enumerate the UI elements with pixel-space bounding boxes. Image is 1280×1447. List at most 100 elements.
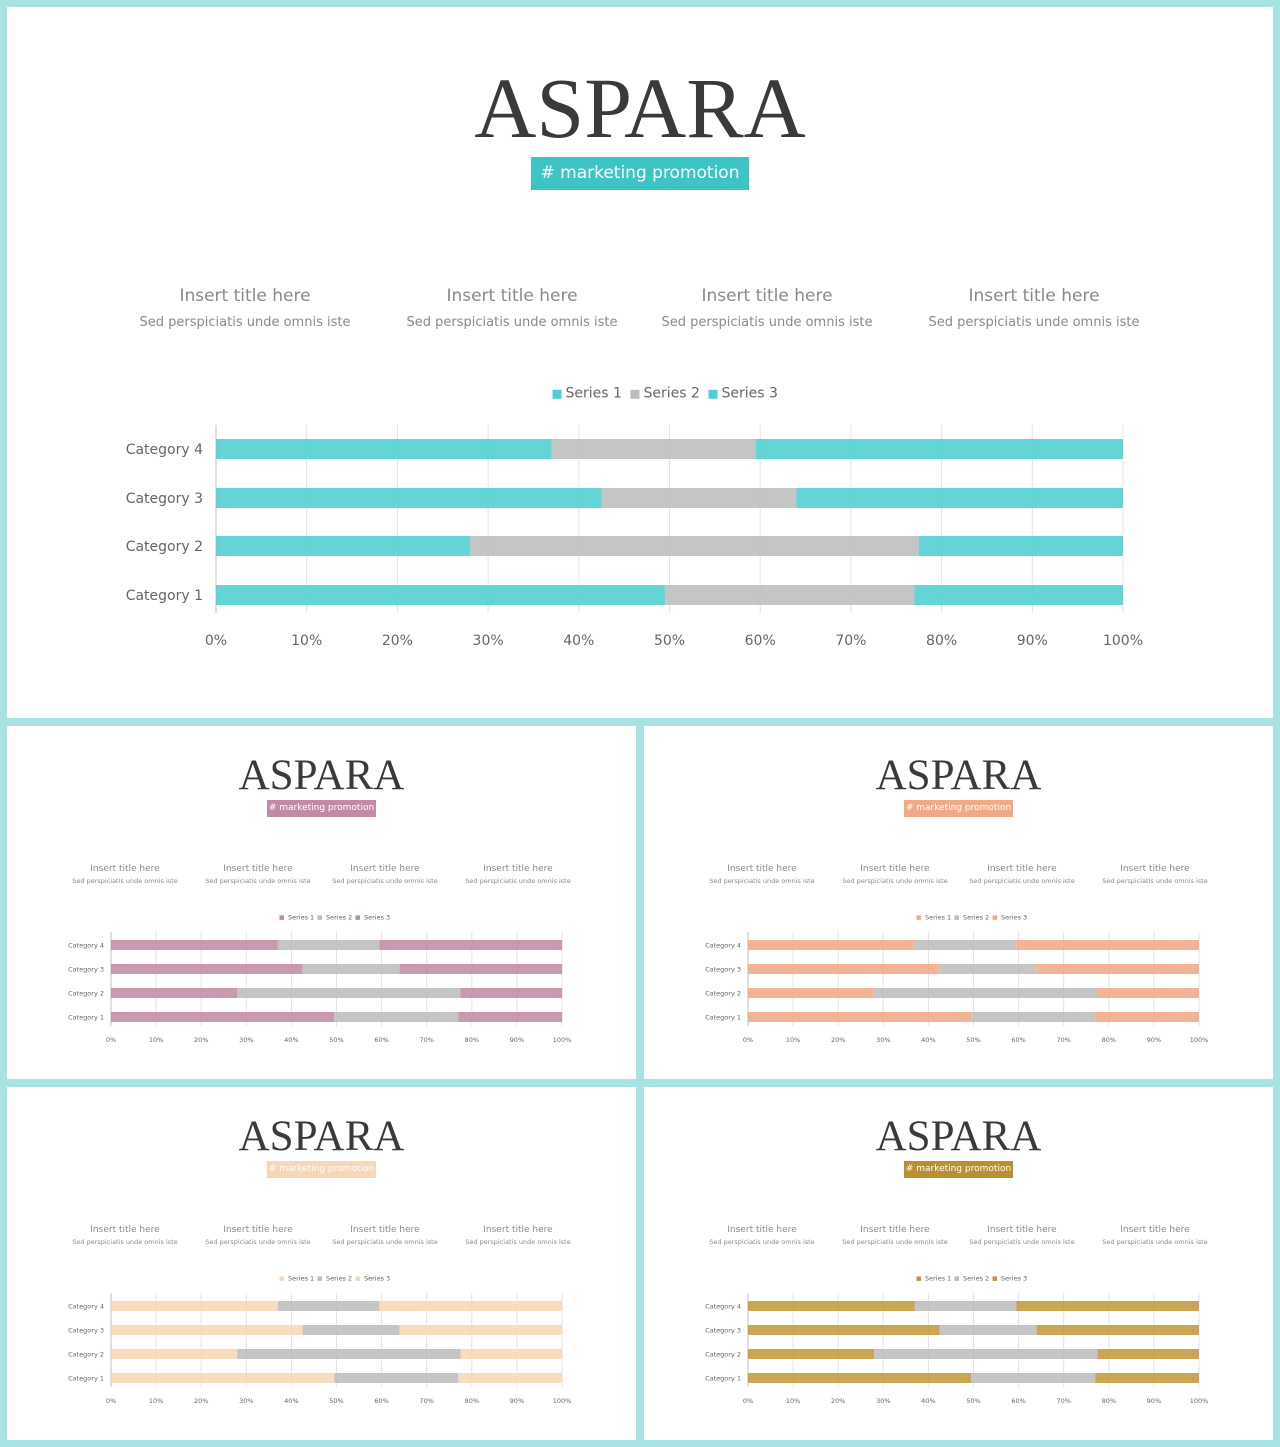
info-text: Sed perspiciatis unde omnis iste bbox=[72, 1238, 178, 1246]
info-title: Insert title here bbox=[350, 1225, 420, 1235]
info-text: Sed perspiciatis unde omnis iste bbox=[332, 1238, 438, 1246]
legend-label: Series 3 bbox=[1001, 1274, 1027, 1282]
bar-segment bbox=[748, 1349, 875, 1359]
category-label: Category 2 bbox=[126, 539, 203, 555]
bar-segment bbox=[399, 1325, 562, 1335]
bar-segment bbox=[237, 1349, 461, 1359]
x-tick-label: 20% bbox=[382, 633, 413, 649]
category-label: Category 2 bbox=[68, 989, 104, 997]
bar-segment bbox=[601, 488, 797, 508]
x-tick-label: 20% bbox=[831, 1397, 845, 1405]
info-block-4: Insert title here Sed perspiciatis unde … bbox=[456, 864, 580, 885]
legend-label: Series 3 bbox=[364, 1274, 390, 1282]
x-tick-label: 100% bbox=[1190, 1397, 1209, 1405]
brand-title: ASPARA bbox=[875, 1113, 1042, 1160]
bar-segment bbox=[334, 1373, 459, 1383]
info-title: Insert title here bbox=[90, 1225, 160, 1235]
info-text: Sed perspiciatis unde omnis iste bbox=[465, 877, 571, 885]
bar-segment bbox=[1016, 1301, 1199, 1311]
bar-segment bbox=[216, 585, 665, 605]
category-label: Category 1 bbox=[68, 1013, 104, 1021]
brand-title: ASPARA bbox=[875, 752, 1042, 799]
info-text: Sed perspiciatis unde omnis iste bbox=[842, 877, 948, 885]
legend-swatch bbox=[992, 915, 997, 920]
info-block-3: Insert title here Sed perspiciatis unde … bbox=[960, 1225, 1084, 1246]
x-tick-label: 60% bbox=[745, 633, 776, 649]
x-tick-label: 10% bbox=[149, 1036, 163, 1044]
info-title: Insert title here bbox=[701, 286, 833, 306]
x-tick-label: 100% bbox=[1190, 1036, 1209, 1044]
slide-main: ASPARA # marketing promotion Insert titl… bbox=[7, 7, 1273, 718]
category-label: Category 3 bbox=[705, 1326, 741, 1334]
x-tick-label: 100% bbox=[553, 1036, 572, 1044]
bar-segment bbox=[1036, 1325, 1199, 1335]
legend-label: Series 2 bbox=[644, 386, 700, 402]
info-title: Insert title here bbox=[727, 864, 797, 874]
stacked-bar-chart: 0% 10% 20% 30% 40% 50% 60% 70% 80% 90% 100% Categor… bbox=[126, 386, 1143, 649]
legend-swatch bbox=[317, 915, 322, 920]
x-tick-label: 70% bbox=[419, 1036, 433, 1044]
x-tick-label: 0% bbox=[743, 1397, 753, 1405]
info-text: Sed perspiciatis unde omnis iste bbox=[465, 1238, 571, 1246]
bar-segment bbox=[748, 964, 940, 974]
legend-label: Series 3 bbox=[722, 386, 778, 402]
x-tick-label: 80% bbox=[465, 1397, 479, 1405]
info-block-1: Insert title here Sed perspiciatis unde … bbox=[63, 1225, 187, 1246]
x-tick-label: 40% bbox=[921, 1397, 935, 1405]
x-tick-label: 10% bbox=[291, 633, 322, 649]
legend-swatch bbox=[355, 1276, 360, 1281]
category-label: Category 2 bbox=[705, 989, 741, 997]
category-label: Category 4 bbox=[705, 1302, 741, 1310]
info-title: Insert title here bbox=[446, 286, 578, 306]
info-block-1: Insert title here Sed perspiciatis unde … bbox=[700, 864, 824, 885]
info-block-4: Insert title here Sed perspiciatis unde … bbox=[1093, 1225, 1217, 1246]
bar-segment bbox=[874, 1349, 1098, 1359]
category-label: Category 4 bbox=[705, 941, 741, 949]
info-text: Sed perspiciatis unde omnis iste bbox=[1102, 877, 1208, 885]
x-tick-label: 0% bbox=[743, 1036, 753, 1044]
category-label: Category 2 bbox=[68, 1350, 104, 1358]
info-title: Insert title here bbox=[1120, 1225, 1190, 1235]
info-title: Insert title here bbox=[727, 1225, 797, 1235]
bar-segment bbox=[277, 940, 380, 950]
info-title: Insert title here bbox=[968, 286, 1100, 306]
legend-swatch bbox=[279, 915, 284, 920]
legend-swatch bbox=[992, 1276, 997, 1281]
x-tick-label: 10% bbox=[786, 1036, 800, 1044]
x-tick-label: 10% bbox=[786, 1397, 800, 1405]
x-tick-label: 100% bbox=[1103, 633, 1143, 649]
tag-badge: # marketing promotion bbox=[904, 800, 1013, 817]
bar-segment bbox=[748, 988, 875, 998]
bar-segment bbox=[1097, 1349, 1199, 1359]
info-block-4: Insert title here Sed perspiciatis unde … bbox=[909, 286, 1159, 330]
category-label: Category 4 bbox=[68, 941, 104, 949]
info-title: Insert title here bbox=[483, 864, 553, 874]
info-block-1: Insert title here Sed perspiciatis unde … bbox=[63, 864, 187, 885]
slide-variant-mauve: ASPARA # marketing promotion Insert titl… bbox=[7, 726, 636, 1079]
info-text: Sed perspiciatis unde omnis iste bbox=[969, 1238, 1075, 1246]
legend-label: Series 2 bbox=[326, 913, 352, 921]
legend-swatch bbox=[630, 389, 640, 399]
stacked-bar-chart: 0% 10% 20% 30% 40% 50% 60% 70% 80% 90% 100% Categor… bbox=[68, 1274, 571, 1405]
info-title: Insert title here bbox=[90, 864, 160, 874]
x-tick-label: 90% bbox=[510, 1036, 524, 1044]
info-title: Insert title here bbox=[223, 1225, 293, 1235]
category-label: Category 3 bbox=[68, 1326, 104, 1334]
info-text: Sed perspiciatis unde omnis iste bbox=[928, 315, 1140, 330]
category-label: Category 4 bbox=[68, 1302, 104, 1310]
legend-label: Series 3 bbox=[1001, 913, 1027, 921]
stacked-bar-chart: 0% 10% 20% 30% 40% 50% 60% 70% 80% 90% 100% Categor… bbox=[705, 1274, 1209, 1405]
bar-segment bbox=[111, 1012, 335, 1022]
x-tick-label: 90% bbox=[1017, 633, 1048, 649]
legend-label: Series 1 bbox=[925, 1274, 951, 1282]
bar-segment bbox=[302, 1325, 400, 1335]
info-text: Sed perspiciatis unde omnis iste bbox=[661, 315, 873, 330]
x-tick-label: 30% bbox=[876, 1036, 890, 1044]
x-tick-label: 50% bbox=[329, 1036, 343, 1044]
bar-segment bbox=[111, 940, 278, 950]
bar-segment bbox=[460, 988, 562, 998]
info-text: Sed perspiciatis unde omnis iste bbox=[139, 315, 351, 330]
category-label: Category 1 bbox=[68, 1374, 104, 1382]
legend-swatch bbox=[954, 915, 959, 920]
info-block-1: Insert title here Sed perspiciatis unde … bbox=[120, 286, 370, 330]
